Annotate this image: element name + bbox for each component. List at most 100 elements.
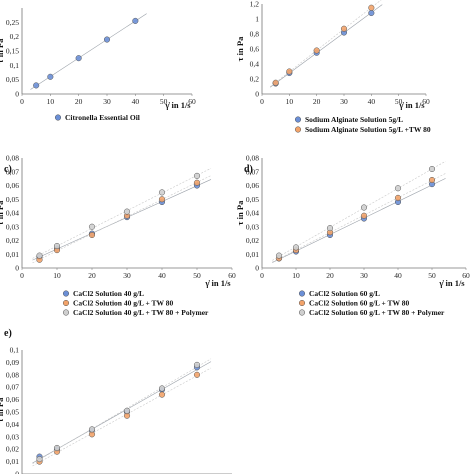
y-tick-label: 1 [255, 15, 259, 24]
y-axis-label: τ in Pa [0, 38, 5, 63]
legend-entry: CaCl2 Solution 60 g/L + TW 80 [309, 299, 410, 308]
y-tick-label: 0,03 [6, 222, 19, 231]
trendline [272, 178, 446, 263]
x-tick-label: 50 [428, 271, 436, 280]
y-axis-label: τ in Pa [0, 200, 5, 225]
data-point [326, 225, 334, 232]
y-tick-label: 0,04 [246, 209, 259, 218]
data-point [36, 252, 43, 259]
x-axis-label: γ̇ in 1/s [164, 100, 191, 110]
legend-marker [62, 290, 70, 297]
trendline [32, 168, 212, 259]
data-point [53, 444, 61, 452]
y-tick-label: 0,05 [6, 75, 19, 84]
data-point [53, 242, 61, 250]
y-tick-label: 0 [15, 264, 19, 273]
y-axis-label: τ in Pa [235, 36, 245, 61]
x-tick-label: 50 [193, 271, 201, 280]
y-tick-label: 0,4 [250, 60, 260, 69]
data-point [132, 17, 139, 24]
x-tick-label: 60 [462, 271, 470, 280]
y-tick-label: 0,07 [246, 167, 259, 176]
legend-marker [62, 299, 70, 307]
legend-marker [54, 114, 62, 121]
x-tick-label: 0 [20, 271, 24, 280]
legend-entry: CaCl2 Solution 40 g/L + TW 80 [73, 299, 174, 308]
data-point [313, 47, 320, 54]
x-tick-label: 50 [160, 97, 168, 106]
x-tick-label: 0 [260, 97, 264, 106]
trendline [32, 367, 212, 467]
y-tick-label: 0,02 [6, 445, 19, 454]
x-tick-label: 30 [360, 271, 368, 280]
chart-panel-5: 0 0,01 0,02 0,03 0,04 0,05 0,06 0,07 0,08 0,09 0,1… [0, 328, 232, 474]
data-point [292, 244, 300, 251]
y-tick-label: 0,06 [6, 395, 19, 404]
x-tick-label: 10 [53, 271, 61, 280]
y-tick-label: 0,6 [250, 45, 260, 54]
x-tick-label: 20 [326, 271, 334, 280]
trendline [32, 358, 212, 465]
y-axis-label: τ in Pa [0, 397, 5, 422]
data-point [158, 196, 166, 203]
legend-entry: CaCl2 Solution 60 g/L [309, 289, 380, 298]
y-tick-label: 0,1 [10, 346, 20, 355]
y-tick-label: 0 [255, 90, 259, 99]
data-point [88, 231, 96, 239]
data-point [123, 407, 131, 414]
legend-marker [298, 299, 306, 307]
y-tick-label: 0,25 [6, 18, 19, 27]
data-point [340, 25, 348, 32]
data-point [360, 212, 368, 219]
y-tick-label: 0,07 [6, 383, 19, 392]
legend-entry: CaCl2 Solution 40 g/L + TW 80 + Polymer [73, 308, 209, 317]
legend-marker [298, 309, 306, 316]
legend-marker [294, 116, 302, 123]
legend-entry: CaCl2 Solution 40 g/L [73, 289, 144, 298]
trendline [272, 173, 446, 263]
trendline [32, 179, 212, 261]
data-point [394, 194, 402, 201]
chart-panel-4: 0 0,01 0,02 0,03 0,04 0,05 0,06 0,07 0,08 0 10 20 30… [235, 154, 470, 318]
x-axis-label: γ̇ in 1/s [438, 278, 465, 288]
x-tick-label: 60 [228, 271, 236, 280]
data-point [193, 179, 201, 186]
panel-label: c) [4, 164, 12, 175]
y-tick-label: 1,2 [250, 0, 260, 9]
y-tick-label: 0,1 [10, 61, 20, 70]
y-tick-label: 0 [255, 264, 259, 273]
y-tick-label: 0,05 [6, 408, 19, 417]
y-tick-label: 0,03 [6, 432, 19, 441]
x-tick-label: 20 [313, 97, 321, 106]
data-point [47, 73, 54, 80]
legend-entry: Sodium Alginate Solution 5g/L +TW 80 [305, 125, 431, 134]
x-tick-label: 20 [75, 97, 83, 106]
y-tick-label: 0,2 [250, 75, 260, 84]
trendline [270, 0, 382, 88]
data-point [428, 176, 436, 184]
x-tick-label: 10 [47, 97, 55, 106]
y-tick-label: 0,06 [6, 181, 19, 190]
x-tick-label: 60 [188, 97, 196, 106]
trendline [32, 175, 212, 264]
data-point [368, 4, 375, 11]
data-point [75, 55, 82, 62]
chart-panel-2: 0 0,2 0,4 0,6 0,8 1 1,2 0 10 20 30 40 50 60 τ in Pa γ̇ … [235, 0, 431, 134]
y-tick-label: 0,8 [250, 30, 260, 39]
legend-marker [298, 290, 306, 297]
x-axis-label: γ̇ in 1/s [204, 278, 231, 288]
y-tick-label: 0,01 [246, 250, 259, 259]
legend-entry: Citronella Essential Oil [65, 113, 140, 122]
x-axis-label: γ̇ in 1/s [398, 100, 425, 110]
legend-entry: CaCl2 Solution 60 g/L + TW 80 + Polymer [309, 308, 445, 317]
data-point [158, 385, 166, 392]
y-tick-label: 0,06 [246, 181, 259, 190]
y-tick-label: 0 [15, 470, 19, 474]
y-tick-label: 0 [15, 90, 19, 99]
data-point [193, 172, 201, 179]
y-tick-label: 0,2 [10, 32, 20, 41]
x-tick-label: 40 [132, 97, 140, 106]
data-point [123, 208, 131, 215]
x-tick-label: 0 [260, 271, 264, 280]
x-tick-label: 40 [158, 271, 166, 280]
